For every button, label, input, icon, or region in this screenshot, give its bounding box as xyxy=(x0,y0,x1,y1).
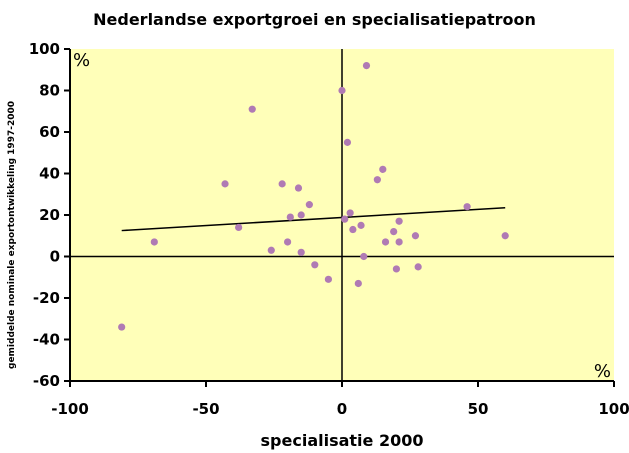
data-point xyxy=(411,232,420,240)
x-tick-label: -50 xyxy=(192,400,219,418)
unit-label-top-left: % xyxy=(73,50,90,71)
data-point xyxy=(501,232,509,240)
data-point xyxy=(311,261,319,269)
data-point xyxy=(349,225,357,234)
data-point xyxy=(357,221,365,229)
y-axis-title: gemiddelde nominale exportontwikkeling 1… xyxy=(7,101,17,369)
data-point xyxy=(395,238,403,246)
data-points xyxy=(118,62,509,331)
data-point xyxy=(150,238,158,246)
data-point xyxy=(267,246,275,254)
data-point xyxy=(360,252,368,261)
data-point xyxy=(346,209,354,217)
data-point xyxy=(343,138,352,146)
data-point xyxy=(305,201,313,209)
data-point xyxy=(324,275,332,283)
data-point xyxy=(338,86,346,95)
y-tick-label: 20 xyxy=(39,206,60,224)
data-point xyxy=(341,215,349,223)
y-tick-label: 100 xyxy=(29,40,60,58)
data-point xyxy=(390,228,398,236)
data-point xyxy=(284,238,292,246)
y-tick-label: -40 xyxy=(33,331,60,349)
data-point xyxy=(354,279,362,288)
y-tick-label: -20 xyxy=(33,289,60,307)
y-tick-label: 60 xyxy=(39,123,60,141)
data-point xyxy=(278,180,286,188)
y-tick-label: -60 xyxy=(33,372,60,390)
x-tick-label: 50 xyxy=(468,400,489,418)
data-point xyxy=(294,184,303,192)
data-point xyxy=(392,265,400,273)
data-point xyxy=(414,263,422,271)
data-point xyxy=(362,62,371,70)
data-point xyxy=(286,213,294,221)
x-tick-label: -100 xyxy=(51,400,89,418)
trend-line xyxy=(121,206,506,232)
tick-labels: -60 -40 -20 0 20 40 60 80 100 -100 -50 0 50 100 xyxy=(29,40,629,418)
data-point xyxy=(463,203,471,211)
data-point xyxy=(297,248,305,256)
data-point xyxy=(235,223,243,232)
data-point xyxy=(118,323,126,331)
y-tick-label: 80 xyxy=(39,82,60,100)
chart-title: Nederlandse exportgroei en specialisatie… xyxy=(93,10,536,29)
data-point xyxy=(297,211,305,219)
data-point xyxy=(373,176,381,184)
y-tick-label: 40 xyxy=(39,165,60,183)
data-point xyxy=(221,180,229,188)
data-point xyxy=(381,238,390,246)
data-point xyxy=(395,217,403,225)
data-point xyxy=(379,165,387,173)
x-axis-title: specialisatie 2000 xyxy=(261,431,424,450)
x-tick-label: 0 xyxy=(337,400,347,418)
y-tick-label: 0 xyxy=(50,248,60,266)
unit-label-bottom-right: % xyxy=(594,361,611,382)
data-point xyxy=(248,105,256,113)
x-tick-label: 100 xyxy=(598,400,629,418)
